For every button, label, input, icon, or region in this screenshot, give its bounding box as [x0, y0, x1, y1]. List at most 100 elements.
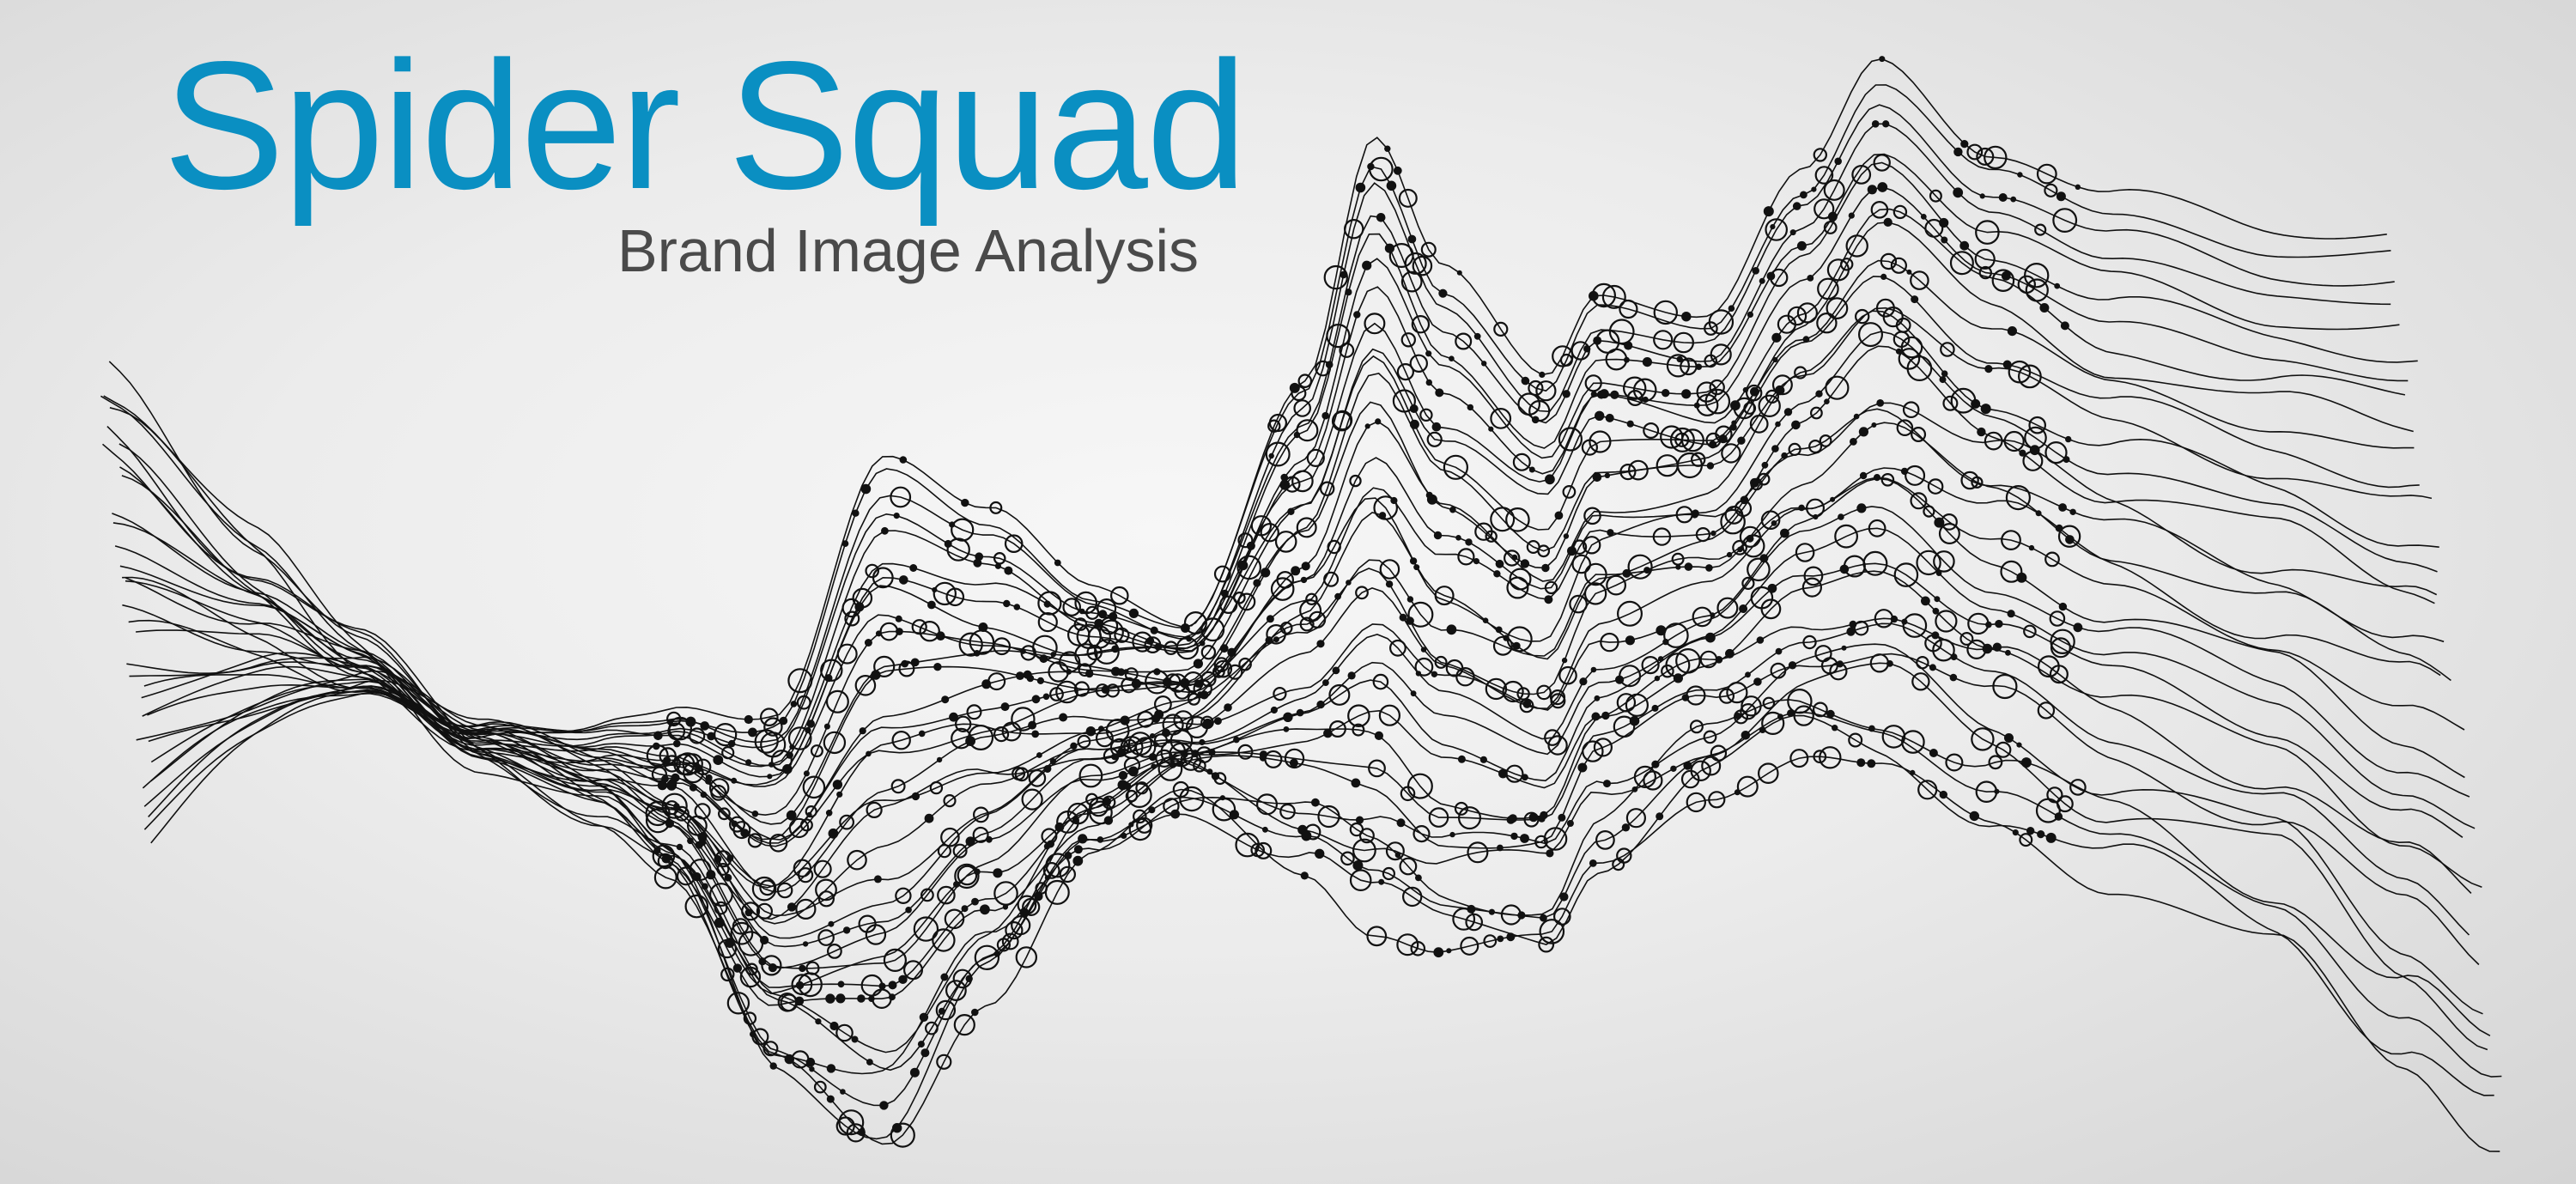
wave-marker — [933, 581, 957, 606]
wave-marker — [1695, 363, 1703, 370]
wave-marker — [1940, 342, 1955, 357]
wave-marker — [1716, 597, 1739, 619]
wave-marker — [1410, 690, 1417, 697]
wave-marker — [1796, 240, 1807, 251]
wave-marker — [1740, 703, 1757, 720]
wave-marker — [817, 890, 835, 908]
wave-marker — [1399, 857, 1418, 876]
wave-marker — [888, 993, 896, 1001]
wave-marker — [1686, 685, 1706, 706]
wave-marker — [1521, 376, 1530, 386]
wave-marker — [957, 865, 978, 886]
wave-marker — [1798, 504, 1805, 512]
wave-marker — [1758, 762, 1779, 784]
wave-marker — [1959, 631, 1974, 646]
wave-marker — [1219, 644, 1229, 653]
wave-marker — [1591, 712, 1601, 721]
wave-marker — [1796, 302, 1818, 324]
wave-marker — [661, 792, 688, 819]
wave-marker — [1340, 851, 1355, 866]
wave-marker — [2058, 503, 2068, 512]
wave-marker — [1935, 570, 1942, 576]
wave-marker — [724, 873, 732, 882]
wave-marker — [1610, 390, 1619, 399]
wave-marker — [1028, 769, 1047, 787]
wave-marker — [1663, 622, 1689, 648]
wave-marker — [1246, 541, 1255, 550]
wave-marker — [1433, 947, 1444, 958]
wave-marker — [1739, 604, 1748, 613]
wave-marker — [1353, 311, 1361, 319]
wave-marker — [1600, 632, 1619, 653]
wave-marker — [754, 729, 779, 754]
wave-marker — [1911, 427, 1927, 443]
wave-marker — [1813, 148, 1827, 162]
wave-marker — [937, 885, 956, 905]
wave-marker — [924, 1021, 939, 1035]
wave-marker — [1036, 677, 1044, 685]
wave-marker — [1022, 897, 1041, 917]
wave-marker — [1656, 812, 1664, 821]
wave-marker — [732, 918, 750, 935]
wave-marker — [965, 975, 973, 983]
wave-marker — [1085, 669, 1094, 678]
wave-marker — [1886, 660, 1893, 667]
wave-marker — [745, 759, 752, 766]
wave-marker — [1681, 312, 1692, 322]
wave-marker — [1770, 224, 1776, 230]
wave-marker — [1296, 419, 1319, 442]
wave-marker — [1762, 696, 1776, 710]
wave-marker — [1274, 531, 1297, 553]
wave-marker — [1725, 648, 1735, 659]
wave-marker — [1900, 336, 1923, 359]
wave-marker — [1273, 686, 1287, 701]
wave-marker — [1323, 571, 1340, 587]
wave-marker — [2050, 637, 2071, 659]
wave-marker — [653, 731, 663, 741]
wave-marker — [1237, 592, 1256, 611]
wave-marker — [1867, 759, 1876, 768]
wave-marker — [1605, 413, 1614, 422]
wave-marker — [971, 1008, 979, 1017]
wave-marker — [1200, 671, 1217, 688]
wave-marker — [1814, 645, 1832, 663]
wave-marker — [1042, 862, 1060, 879]
wave-marker — [1729, 423, 1737, 431]
wave-line — [125, 477, 2465, 925]
wave-marker — [1676, 452, 1704, 479]
wave-marker — [1558, 813, 1566, 822]
wave-marker — [896, 628, 903, 635]
wave-marker — [1355, 586, 1369, 600]
wave-marker — [2028, 416, 2046, 434]
wave-marker — [1128, 822, 1134, 828]
wave-marker — [1788, 442, 1801, 457]
wave-marker — [1127, 782, 1152, 808]
wave-marker — [825, 689, 849, 713]
wave-marker — [1355, 816, 1364, 824]
wave-marker — [1396, 933, 1419, 956]
wave-marker — [1411, 315, 1431, 334]
wave-marker — [1479, 756, 1487, 763]
wave-marker — [1992, 642, 2002, 652]
wave-marker — [1752, 267, 1759, 275]
wave-marker — [1921, 596, 1930, 606]
wave-marker — [1960, 471, 1979, 490]
wave-marker — [1554, 511, 1564, 520]
wave-marker — [1528, 399, 1551, 422]
wave-marker — [1853, 413, 1860, 420]
wave-marker — [1726, 551, 1733, 558]
wave-line — [136, 408, 2445, 893]
wave-marker — [1349, 474, 1362, 488]
wave-marker — [1708, 791, 1726, 809]
wave-marker — [1085, 792, 1098, 806]
wave-marker — [1761, 711, 1785, 736]
wave-marker — [1400, 270, 1423, 293]
wave-marker — [786, 751, 793, 759]
wave-marker — [1392, 389, 1417, 413]
wave-marker — [1386, 180, 1397, 191]
wave-marker — [2003, 430, 2025, 452]
wave-marker — [1449, 831, 1455, 838]
wave-marker — [817, 929, 835, 946]
wave-marker — [1506, 932, 1516, 942]
